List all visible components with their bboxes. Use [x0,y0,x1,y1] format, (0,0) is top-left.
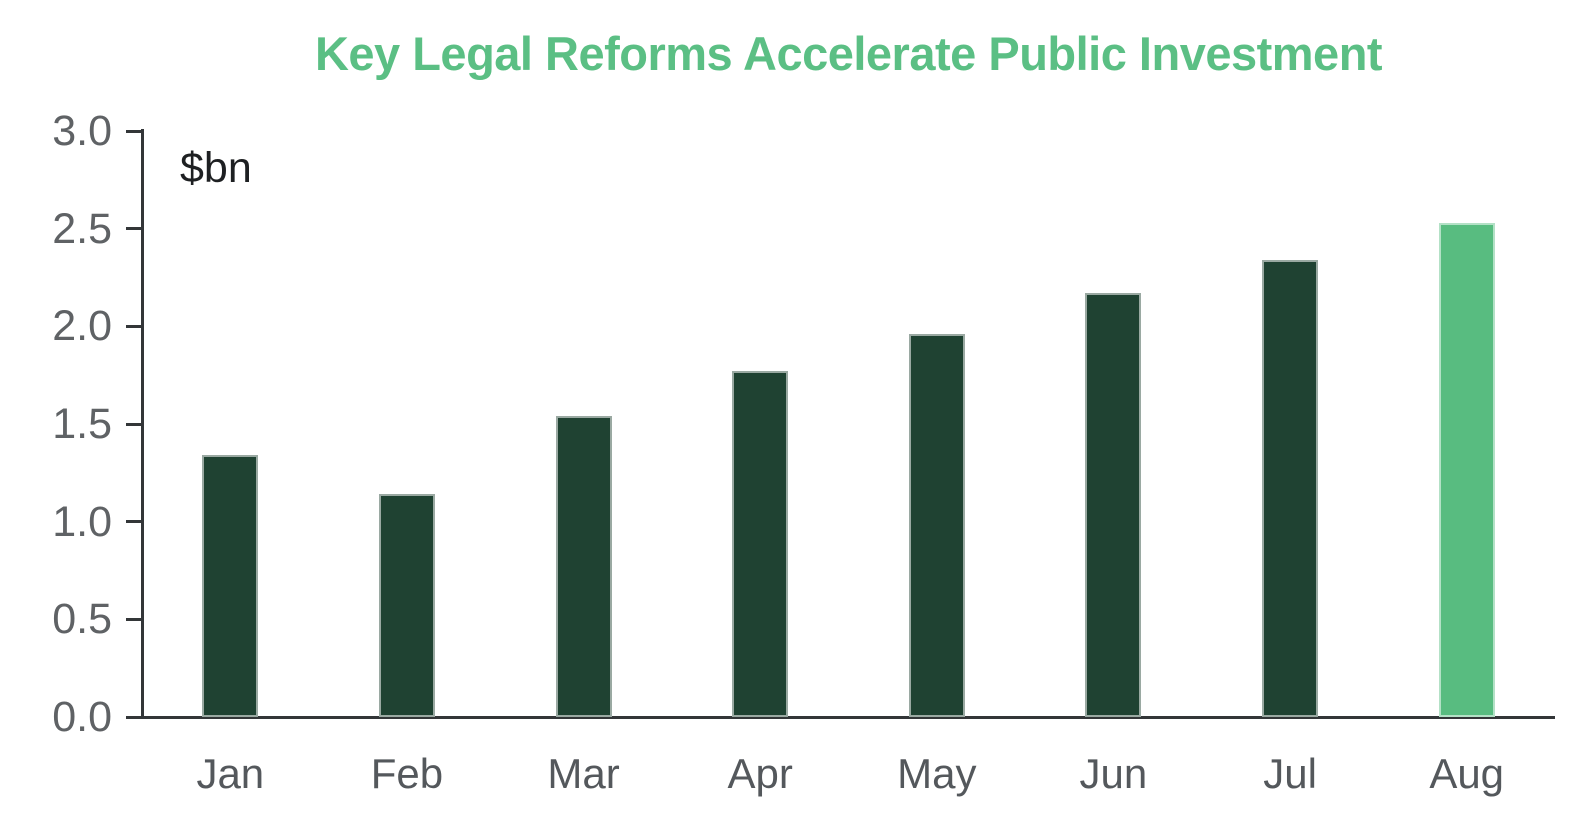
y-tick-label-1.0: 1.0 [52,497,112,546]
x-axis-line [126,716,1555,719]
x-tick-label-apr: Apr [727,750,793,797]
y-tick-label-1.5: 1.5 [52,400,112,448]
x-tick-label-jul: Jul [1263,750,1317,797]
bar-apr [732,371,789,717]
x-tick-label-jan: Jan [196,750,265,797]
bar-jul [1262,259,1319,717]
x-tick-label-feb: Feb [370,750,444,797]
bar-aug [1438,222,1495,717]
y-tick-0.0 [126,715,142,719]
bar-jan [202,455,259,717]
y-tick-label-3.0: 3.0 [52,107,112,155]
y-tick-2.0 [126,324,142,328]
y-tick-label-0.0: 0.0 [52,693,112,741]
chart-title: Key Legal Reforms Accelerate Public Inve… [314,27,1383,80]
x-tick-label-may: May [897,750,977,797]
bar-mar [555,416,612,717]
y-tick-3.0 [126,129,142,133]
y-tick-1.0 [126,520,142,524]
bar-may [908,334,965,717]
unit-label: $bn [180,144,252,192]
x-tick-label-jun: Jun [1079,750,1148,797]
y-tick-1.5 [126,422,142,426]
x-tick-label-aug: Aug [1429,750,1505,797]
y-tick-label-2.5: 2.5 [52,204,112,253]
x-tick-label-mar: Mar [547,750,620,797]
bar-jun [1085,293,1142,717]
y-tick-label-2.0: 2.0 [52,302,112,351]
y-axis-line [141,129,144,719]
y-tick-label-0.5: 0.5 [52,595,112,644]
y-tick-2.5 [126,227,142,231]
bar-feb [378,494,435,717]
y-tick-0.5 [126,617,142,621]
